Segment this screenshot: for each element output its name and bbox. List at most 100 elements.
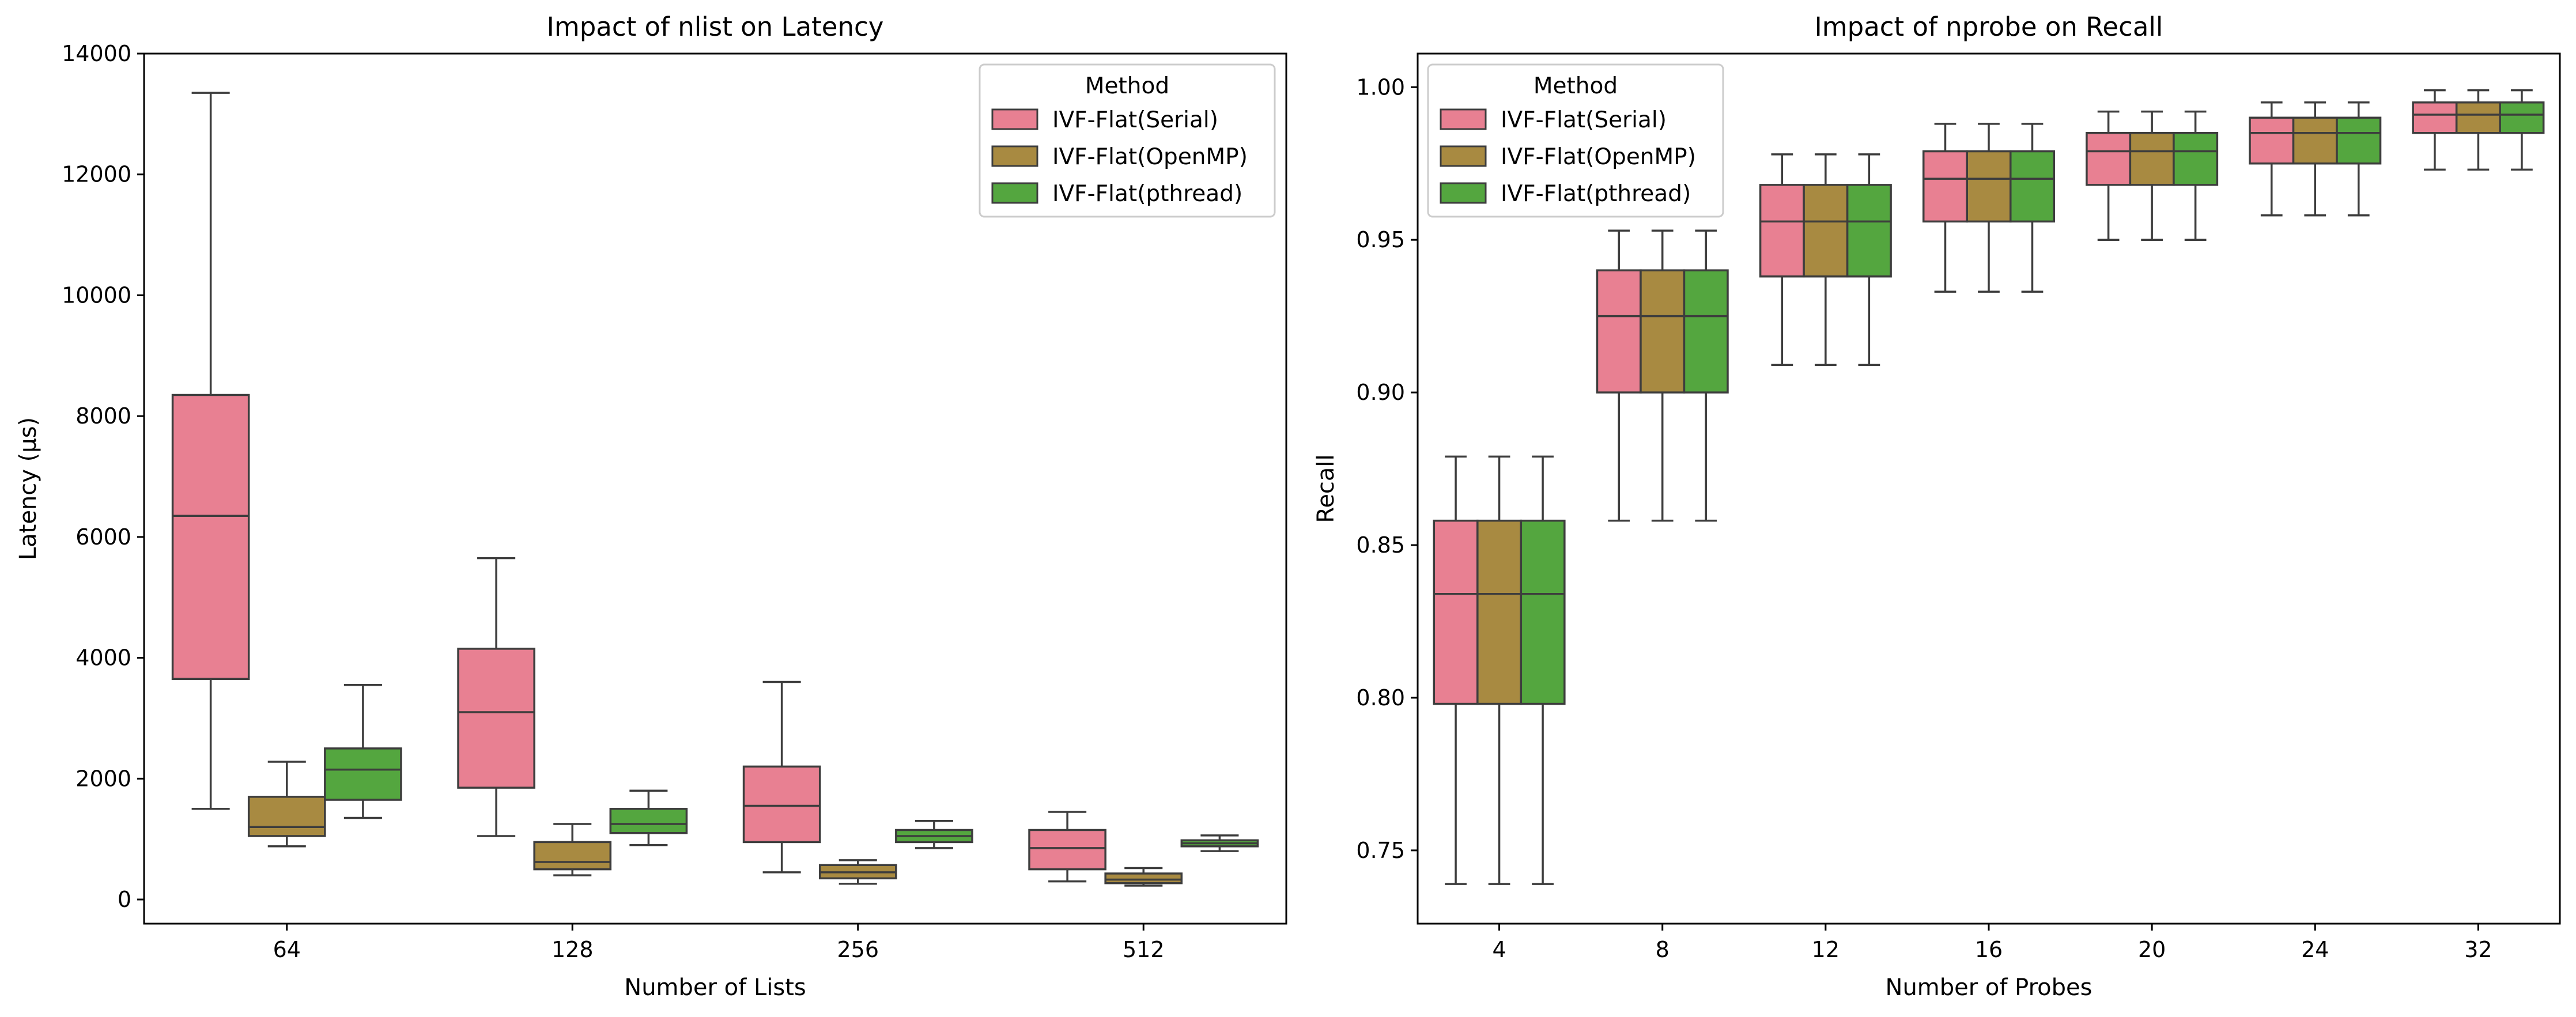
iqr-box xyxy=(2249,116,2295,165)
x-tick-label: 64 xyxy=(273,937,301,962)
iqr-box xyxy=(171,394,250,680)
iqr-box xyxy=(1683,269,1729,394)
box-ivf-flat-pthread--12 xyxy=(1846,153,1892,366)
x-tick-label: 12 xyxy=(1812,937,1840,962)
y-tick-label: 0.75 xyxy=(1356,838,1405,863)
iqr-box xyxy=(2292,116,2338,165)
box-ivf-flat-pthread--128 xyxy=(609,789,688,846)
box-ivf-flat-serial--20 xyxy=(2086,110,2132,241)
x-axis-label: Number of Probes xyxy=(1886,974,2092,1001)
box-ivf-flat-serial--128 xyxy=(457,557,535,837)
iqr-box xyxy=(609,808,688,834)
legend: Method IVF-Flat(Serial) IVF-Flat(OpenMP) IV… xyxy=(1427,63,1724,218)
iqr-box xyxy=(2173,132,2219,186)
iqr-box xyxy=(2412,101,2458,134)
x-tick-label: 256 xyxy=(837,937,879,962)
box-ivf-flat-serial--8 xyxy=(1596,229,1642,522)
iqr-box xyxy=(324,747,402,801)
box-ivf-flat-openmp--20 xyxy=(2129,110,2175,241)
box-ivf-flat-openmp--4 xyxy=(1476,455,1523,885)
x-tick-label: 24 xyxy=(2301,937,2329,962)
legend-swatch xyxy=(991,108,1038,130)
iqr-box xyxy=(1759,184,1805,278)
iqr-box xyxy=(1028,829,1106,871)
y-tick-label: 1.00 xyxy=(1356,74,1405,100)
box-ivf-flat-openmp--12 xyxy=(1803,153,1849,366)
iqr-box xyxy=(1104,872,1183,884)
iqr-box xyxy=(457,648,535,789)
iqr-box xyxy=(2010,150,2056,223)
box-ivf-flat-serial--24 xyxy=(2249,101,2295,217)
box-ivf-flat-serial--64 xyxy=(171,92,250,810)
x-axis-label: Number of Lists xyxy=(624,974,806,1001)
iqr-box xyxy=(1966,150,2012,223)
y-tick-label: 2000 xyxy=(75,766,131,791)
box-ivf-flat-openmp--512 xyxy=(1104,867,1183,887)
box-ivf-flat-pthread--24 xyxy=(2336,101,2382,217)
legend: Method IVF-Flat(Serial) IVF-Flat(OpenMP) IV… xyxy=(979,63,1276,218)
x-tick-label: 20 xyxy=(2138,937,2166,962)
iqr-box xyxy=(1596,269,1642,394)
box-ivf-flat-pthread--4 xyxy=(1520,455,1566,885)
legend-entry-label: IVF-Flat(OpenMP) xyxy=(1501,144,1696,170)
legend-swatch xyxy=(1440,182,1487,204)
y-tick-label: 12000 xyxy=(62,162,131,187)
y-tick-label: 0.80 xyxy=(1356,685,1405,710)
legend-title: Method xyxy=(1085,73,1169,99)
y-tick-label: 0.85 xyxy=(1356,532,1405,558)
box-ivf-flat-pthread--64 xyxy=(324,684,402,819)
iqr-box xyxy=(247,796,326,837)
box-ivf-flat-serial--16 xyxy=(1922,123,1968,293)
legend-swatch xyxy=(1440,145,1487,167)
box-ivf-flat-openmp--16 xyxy=(1966,123,2012,293)
box-ivf-flat-pthread--20 xyxy=(2173,110,2219,241)
iqr-box xyxy=(1846,184,1892,278)
y-tick-label: 8000 xyxy=(75,403,131,429)
x-tick-label: 32 xyxy=(2464,937,2492,962)
box-ivf-flat-pthread--8 xyxy=(1683,229,1729,522)
chart-title: Impact of nlist on Latency xyxy=(547,12,884,42)
x-tick-label: 128 xyxy=(552,937,594,962)
legend-entry-label: IVF-Flat(OpenMP) xyxy=(1052,144,1248,170)
y-tick-label: 14000 xyxy=(62,41,131,66)
box-ivf-flat-pthread--256 xyxy=(895,819,973,849)
box-ivf-flat-serial--12 xyxy=(1759,153,1805,366)
chart-title: Impact of nprobe on Recall xyxy=(1815,12,2163,42)
iqr-box xyxy=(1922,150,1968,223)
plot-frame xyxy=(143,52,1287,925)
iqr-box xyxy=(1433,519,1479,705)
box-ivf-flat-serial--32 xyxy=(2412,89,2458,171)
iqr-box xyxy=(1803,184,1849,278)
y-axis-label: Latency (µs) xyxy=(15,417,41,560)
x-tick-label: 16 xyxy=(1975,937,2003,962)
iqr-box xyxy=(2336,116,2382,165)
box-ivf-flat-openmp--24 xyxy=(2292,101,2338,217)
legend-swatch xyxy=(991,145,1038,167)
x-tick-label: 8 xyxy=(1656,937,1670,962)
iqr-box xyxy=(533,841,612,871)
legend-entry-label: IVF-Flat(pthread) xyxy=(1501,181,1691,207)
box-ivf-flat-openmp--64 xyxy=(247,761,326,848)
x-tick-label: 4 xyxy=(1492,937,1506,962)
y-tick-label: 10000 xyxy=(62,282,131,308)
y-tick-label: 6000 xyxy=(75,524,131,550)
iqr-box xyxy=(2499,101,2545,134)
iqr-box xyxy=(1520,519,1566,705)
y-tick-label: 0.95 xyxy=(1356,227,1405,252)
legend-swatch xyxy=(1440,108,1487,130)
legend-entry-label: IVF-Flat(Serial) xyxy=(1501,107,1667,133)
latency-chart-panel: Impact of nlist on Latency 0 2000 4000 6000 8… xyxy=(15,12,1287,1001)
y-axis-label: Recall xyxy=(1313,454,1339,523)
legend-entry-label: IVF-Flat(Serial) xyxy=(1052,107,1218,133)
iqr-box xyxy=(1640,269,1686,394)
y-tick-label: 0.90 xyxy=(1356,380,1405,405)
iqr-box xyxy=(2129,132,2175,186)
legend-entry-label: IVF-Flat(pthread) xyxy=(1052,181,1242,207)
iqr-box xyxy=(1476,519,1523,705)
box-ivf-flat-serial--256 xyxy=(742,680,821,874)
x-tick-label: 512 xyxy=(1123,937,1165,962)
iqr-box xyxy=(2086,132,2132,186)
legend-swatch xyxy=(991,182,1038,204)
iqr-box xyxy=(2455,101,2501,134)
